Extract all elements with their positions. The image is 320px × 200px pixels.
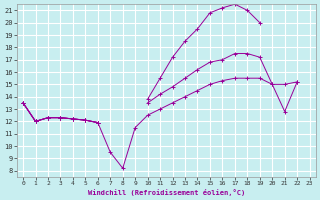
X-axis label: Windchill (Refroidissement éolien,°C): Windchill (Refroidissement éolien,°C) <box>88 189 245 196</box>
